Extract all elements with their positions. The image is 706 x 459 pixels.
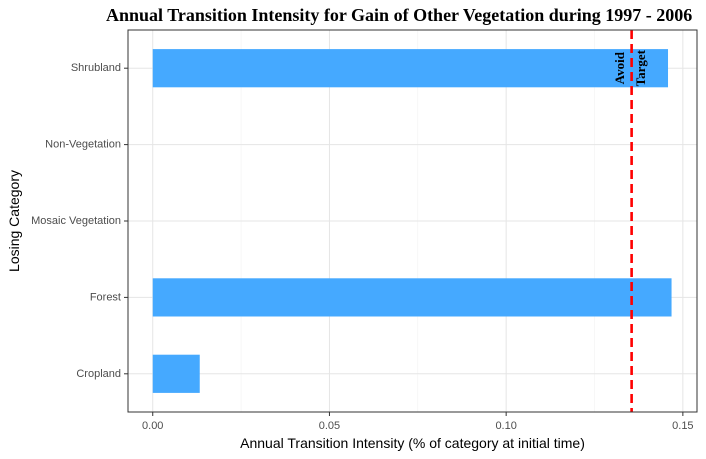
y-tick-label: Mosaic Vegetation <box>31 215 121 227</box>
x-tick-label: 0.10 <box>495 420 516 432</box>
reference-line-group: Avoid Target <box>612 30 648 412</box>
bar-cropland <box>152 354 200 393</box>
x-tick-label: 0.00 <box>142 420 163 432</box>
x-axis: 0.00 0.05 0.10 0.15 <box>142 412 694 432</box>
annotation-avoid: Avoid <box>612 51 627 84</box>
annotation-target: Target <box>633 49 648 86</box>
bar-forest <box>152 278 672 317</box>
x-tick-label: 0.15 <box>672 420 693 432</box>
y-tick-label: Cropland <box>76 368 121 380</box>
grid <box>128 30 697 412</box>
y-axis: Cropland Forest Mosaic Vegetation Non-Veget… <box>31 62 128 380</box>
x-tick-label: 0.05 <box>319 420 340 432</box>
y-tick-label: Non-Vegetation <box>45 139 121 151</box>
chart-title: Annual Transition Intensity for Gain of … <box>106 5 692 25</box>
bars <box>152 49 672 393</box>
y-axis-title: Losing Category <box>6 170 22 272</box>
x-axis-title: Annual Transition Intensity (% of catego… <box>240 435 585 451</box>
y-tick-label: Shrubland <box>71 62 121 74</box>
y-tick-label: Forest <box>90 291 121 303</box>
bar-shrubland <box>152 49 669 88</box>
